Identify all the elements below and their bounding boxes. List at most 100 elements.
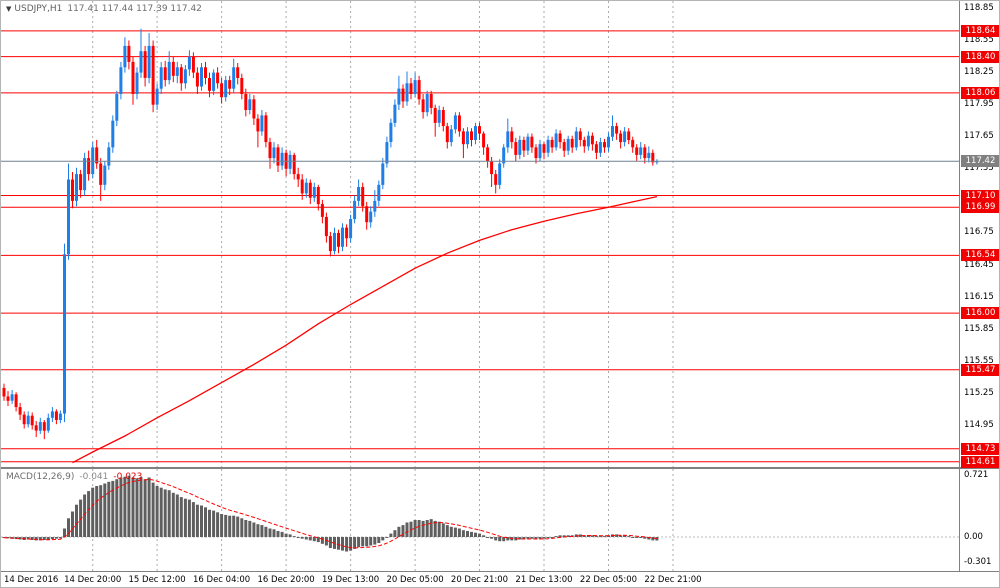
candle-bull [425,94,429,113]
macd-histogram-bar [441,523,445,537]
macd-histogram-bar [449,526,453,537]
time-label: 22 Dec 05:00 [579,575,638,585]
macd-histogram-bar [119,477,123,537]
macd-histogram-bar [526,537,530,539]
candle-bull [147,45,151,78]
candle-bull [377,184,381,201]
macd-histogram-bar [582,535,586,537]
macd-histogram-bar [482,535,486,537]
candle-bear [220,83,224,98]
macd-histogram-bar [534,537,538,540]
macd-histogram-bar [647,537,651,540]
macd-histogram-bar [252,522,256,537]
macd-histogram-bar [83,494,87,537]
macd-histogram-bar [506,537,510,541]
macd-histogram-bar [30,537,34,540]
candle-bear [478,126,481,134]
candle-bear [99,163,103,185]
pane-separator[interactable] [1,467,999,469]
candle-bear [127,45,131,62]
price-pane[interactable]: ▼ USDJPY,H1 117.41 117.44 117.39 117.42 [1,1,959,467]
candle-bear [300,179,304,194]
chart-header: ▼ USDJPY,H1 117.41 117.44 117.39 117.42 [6,4,202,14]
candle-bear [236,67,240,78]
candle-bull [115,94,119,121]
price-tick-label: 114.95 [964,419,994,430]
macd-histogram-bar [50,537,54,540]
candle-bull [91,147,95,175]
price-tick-label: 118.85 [964,3,994,13]
macd-histogram-bar [107,481,111,538]
macd-histogram-bar [103,483,107,537]
macd-histogram-bar [95,486,99,537]
macd-histogram-bar [179,497,183,537]
macd-histogram-bar [643,537,647,539]
candle-bear [594,144,598,153]
macd-histogram-bar [167,490,171,537]
time-axis[interactable]: 14 Dec 2016 14 Dec 20:00 15 Dec 12:00 16 De… [1,572,999,587]
price-chart-canvas[interactable] [1,1,959,467]
macd-histogram-bar [341,537,344,551]
candle-bull [598,142,602,153]
macd-histogram-bar [639,537,643,538]
ohlc-values: 117.41 117.44 117.39 117.42 [67,4,202,14]
candle-bull [647,152,651,159]
candle-bull [333,232,336,252]
macd-chart-canvas[interactable] [1,469,959,571]
price-tick-label: 118.25 [964,67,994,78]
candle-bull [312,187,316,198]
macd-histogram-bar [63,528,66,537]
macd-pane[interactable]: MACD(12,26,9) -0.041 -0.023 [1,469,959,571]
macd-histogram-bar [566,535,570,537]
time-label: 20 Dec 21:00 [450,575,509,585]
candle-bear [256,118,260,132]
macd-main-value: -0.041 [79,472,109,482]
candle-bear [651,152,655,163]
candle-bull [341,227,344,247]
macd-histogram-bar [147,477,151,537]
price-tick-label: 117.35 [964,163,994,174]
candle-bear [365,206,369,223]
candle-bear [131,61,135,94]
macd-histogram-bar [631,537,635,538]
macd-histogram-bar [357,537,361,548]
symbol-dropdown-icon[interactable]: ▼ [6,5,12,13]
macd-histogram-bar [453,527,457,537]
candle-bear [429,94,433,108]
macd-tick-label: 0.00 [964,531,983,542]
candle-bull [566,138,570,151]
candle-bull [288,154,292,169]
candle-bear [550,139,554,148]
macd-histogram-bar [46,537,50,540]
macd-histogram-bar [224,514,228,537]
macd-histogram-bar [26,537,30,540]
macd-histogram-bar [425,520,429,537]
macd-histogram-bar [651,537,655,541]
macd-histogram-bar [502,537,506,542]
macd-histogram-bar [522,537,526,540]
macd-histogram-bar [365,537,369,547]
macd-histogram-bar [42,537,46,540]
macd-histogram-bar [373,537,377,545]
candle-bull [498,163,502,185]
candle-bull [159,67,163,89]
candle-bear [14,394,18,408]
macd-axis[interactable]: 0.721 0.00 -0.301 [959,469,999,571]
candle-bear [345,227,349,239]
macd-histogram-bar [75,504,78,537]
time-label: 14 Dec 20:00 [64,575,122,585]
candle-bear [151,45,155,105]
macd-histogram-bar [437,521,441,537]
candle-bear [320,204,324,217]
candle-bull [103,165,107,185]
macd-histogram-bar [401,525,405,537]
price-axis[interactable]: 118.85 118.55 118.25 117.95 117.65 117.35 116.… [959,1,999,468]
macd-tick-label: -0.301 [964,557,992,568]
candle-bear [578,131,582,140]
macd-signal-line [3,478,657,549]
macd-histogram-bar [151,482,155,537]
macd-histogram-bar [486,537,490,538]
candle-bull [655,161,659,163]
macd-histogram-bar [300,537,304,539]
candle-bull [611,126,614,137]
